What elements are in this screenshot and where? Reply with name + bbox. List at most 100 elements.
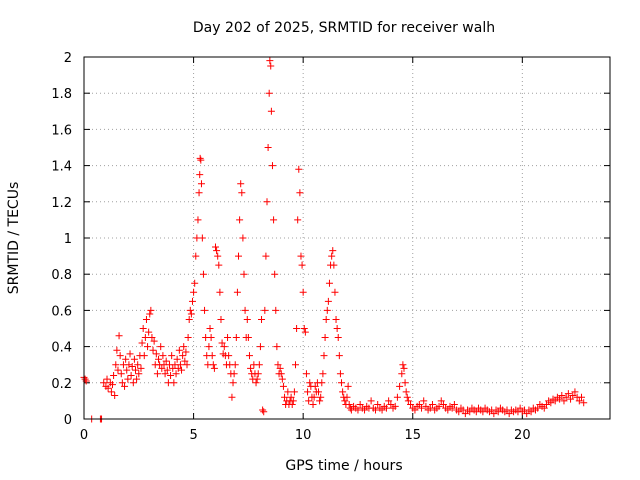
data-point [258,315,266,323]
data-point [159,352,167,360]
data-point [117,370,125,378]
data-point [426,404,434,412]
data-point [240,270,248,278]
data-point [254,370,262,378]
data-point [137,364,145,372]
data-point [198,234,206,242]
data-point [448,404,456,412]
data-point [298,261,306,269]
data-point [268,162,276,170]
data-point [138,339,146,347]
data-point [230,370,238,378]
data-point [444,406,452,414]
data-point [146,310,154,318]
data-point [323,306,331,314]
data-point [347,406,355,414]
data-point [479,408,487,416]
data-point [118,379,126,387]
data-point [235,252,243,260]
data-point [173,355,181,363]
data-point [279,382,287,390]
data-point [81,375,89,383]
data-point [262,252,270,260]
data-point [263,198,271,206]
data-point [125,361,133,369]
data-point [201,306,209,314]
data-point [343,393,351,401]
data-point [264,144,272,151]
data-point [209,361,217,369]
data-point [237,180,245,188]
data-point [255,361,263,369]
data-point [336,370,344,378]
data-point [113,346,121,354]
data-point [260,408,268,416]
data-point [184,334,192,342]
data-point [564,390,572,398]
data-point [111,391,119,399]
data-point [332,315,340,323]
data-point [148,334,156,342]
data-point [180,343,188,351]
y-tick-label: 2 [64,51,72,66]
data-point [382,404,390,412]
data-point [149,346,157,354]
data-point [329,247,337,255]
y-tick-label: 0.2 [51,377,72,392]
data-point [218,339,226,347]
data-point [168,352,176,360]
data-point [297,252,305,260]
data-point [199,270,207,278]
data-point [228,393,236,401]
data-point [114,366,122,374]
data-point [213,247,221,255]
data-point [133,375,141,383]
data-point [217,315,225,323]
data-point [378,406,386,414]
y-tick-label: 1.8 [51,87,72,102]
y-axis-label: SRMTID / TECUs [6,182,22,295]
data-point [139,325,147,332]
y-tick-label: 1 [64,232,72,247]
data-point [178,366,186,374]
data-point [523,410,531,418]
data-point [542,401,550,409]
data-point [344,382,352,390]
data-point [195,189,203,197]
data-point [371,406,379,414]
data-point [551,397,559,405]
data-point [393,393,401,401]
data-point [197,180,205,188]
data-point [420,397,428,405]
data-point [318,379,326,387]
data-point [220,343,228,351]
x-tick-label: 5 [189,428,197,443]
data-point [244,334,252,342]
data-point [253,375,261,383]
data-point [232,334,240,342]
data-point [331,288,339,296]
data-point [435,402,443,410]
data-point [187,310,195,318]
data-point [127,372,135,380]
chart-title: Day 202 of 2025, SRMTID for receiver wal… [193,20,495,36]
data-point [273,343,281,351]
data-point [239,234,247,242]
data-point [238,189,246,197]
data-point [330,261,338,269]
data-point [185,315,193,323]
data-point [415,401,423,409]
data-point [124,375,132,383]
data-series-srmtid [80,57,588,423]
data-point [311,382,319,390]
data-point [161,370,169,378]
data-point [191,279,199,287]
data-point [461,410,469,418]
data-point [567,395,575,403]
data-point [162,357,170,365]
data-point [407,401,415,409]
data-point [265,89,273,97]
data-point [402,388,410,396]
data-point [455,408,463,416]
data-point [571,388,579,396]
